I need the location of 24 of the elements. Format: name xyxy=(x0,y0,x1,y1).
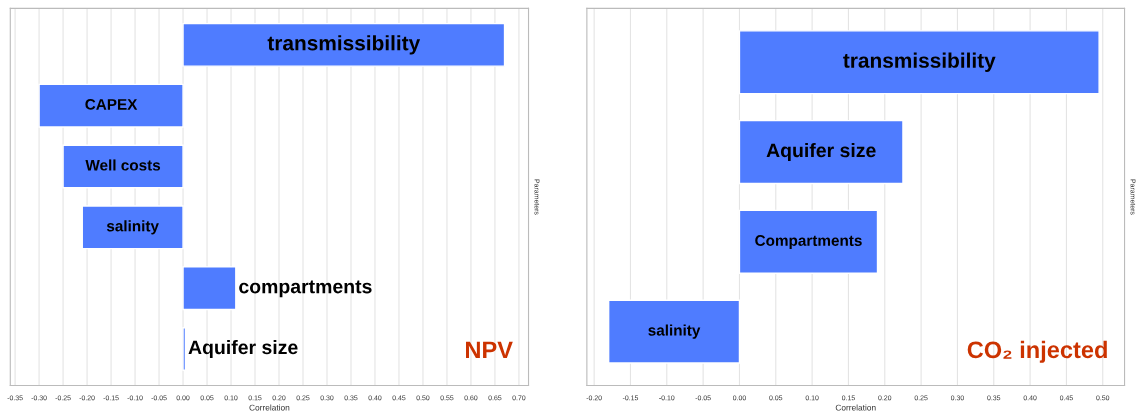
bar xyxy=(182,327,187,371)
bar xyxy=(62,144,184,189)
bar xyxy=(738,119,904,185)
y-tick-label: Compartments xyxy=(755,235,862,249)
y-tick-label: CAPEX xyxy=(85,98,138,110)
y-tick-label: Aquifer size xyxy=(766,142,876,162)
y-tick-label: Aquifer size xyxy=(188,339,298,359)
y-tick-label: transmissibility xyxy=(843,52,996,72)
annotation: NPV xyxy=(466,341,513,358)
bar xyxy=(738,209,879,274)
annotation: CO₂ injected xyxy=(967,340,1107,363)
y-tick-label: salinity xyxy=(648,324,701,339)
y-tick-label: salinity xyxy=(106,220,159,235)
bar xyxy=(607,299,741,364)
bar xyxy=(81,205,184,250)
bar xyxy=(738,30,1100,95)
y-tick-label: Well costs xyxy=(85,159,161,171)
y-tick-label: compartments xyxy=(239,280,372,298)
x-axis-title: Correlation xyxy=(249,404,290,411)
bar xyxy=(182,266,237,311)
bar xyxy=(38,83,184,128)
bar xyxy=(182,22,506,67)
y-tick-label: transmissibility xyxy=(267,35,421,55)
x-axis-title: Correlation xyxy=(835,404,876,411)
